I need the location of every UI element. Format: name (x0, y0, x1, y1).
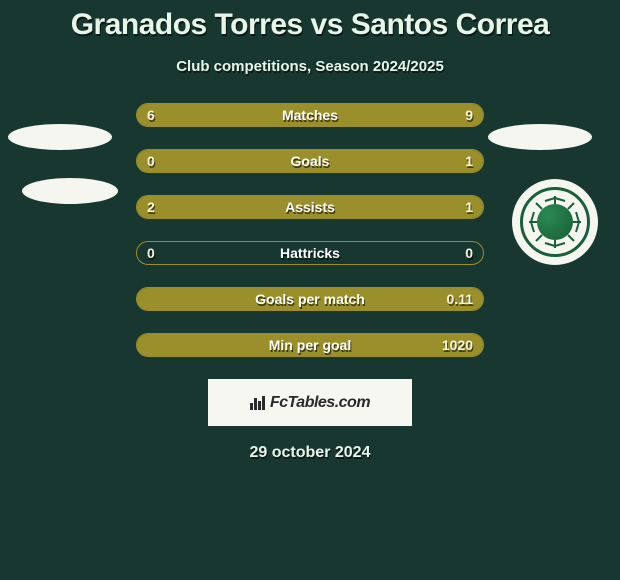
stat-fill-right (206, 150, 483, 172)
stat-value-right: 9 (465, 107, 473, 123)
stat-value-right: 1 (465, 153, 473, 169)
stat-value-left: 0 (147, 245, 155, 261)
footer-brand-box: FcTables.com (208, 379, 412, 426)
stat-label: Goals per match (255, 291, 365, 307)
stat-value-right: 1020 (442, 337, 473, 353)
stat-row: 0 1 Goals (136, 149, 484, 173)
stat-value-right: 0 (465, 245, 473, 261)
stat-value-right: 1 (465, 199, 473, 215)
bar-chart-icon (250, 396, 265, 410)
stat-label: Min per goal (269, 337, 351, 353)
stat-value-right: 0.11 (447, 291, 473, 307)
stat-row: 1020 Min per goal (136, 333, 484, 357)
stat-label: Matches (282, 107, 338, 123)
stat-fill-left (137, 104, 275, 126)
snapshot-date: 29 october 2024 (0, 444, 620, 462)
stat-label: Hattricks (280, 245, 340, 261)
stats-container: 6 9 Matches 0 1 Goals 2 1 Assists 0 0 Hattricks 0.11… (0, 103, 620, 357)
stat-value-left: 0 (147, 153, 155, 169)
stat-value-left: 6 (147, 107, 155, 123)
stat-row: 2 1 Assists (136, 195, 484, 219)
stat-label: Goals (291, 153, 330, 169)
subtitle: Club competitions, Season 2024/2025 (0, 58, 620, 75)
page-title: Granados Torres vs Santos Correa (0, 0, 620, 42)
stat-label: Assists (285, 199, 335, 215)
stat-row: 0 0 Hattricks (136, 241, 484, 265)
footer-brand-text: FcTables.com (270, 394, 370, 412)
stat-row: 6 9 Matches (136, 103, 484, 127)
stat-value-left: 2 (147, 199, 155, 215)
stat-row: 0.11 Goals per match (136, 287, 484, 311)
